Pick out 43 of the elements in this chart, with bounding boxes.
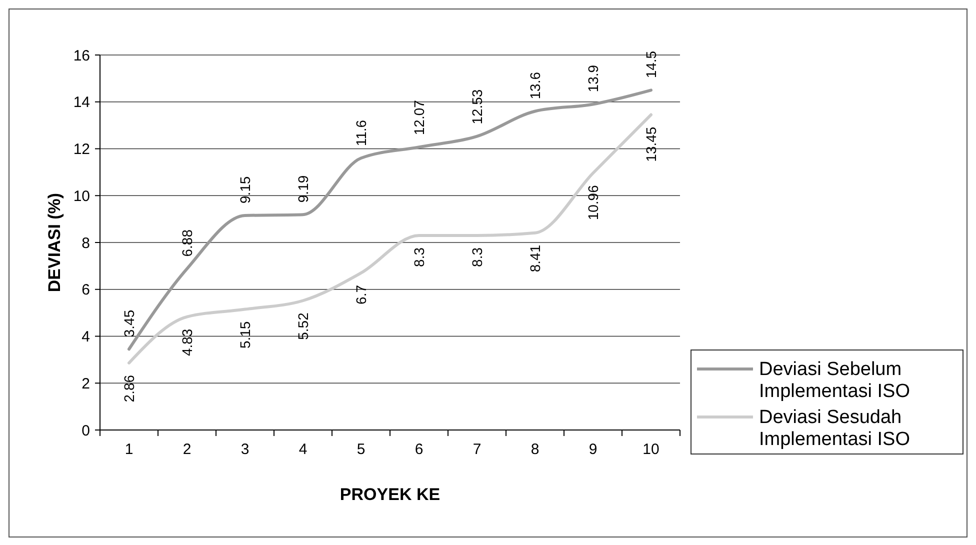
y-axis-title: DEVIASI (%)	[45, 192, 64, 292]
y-tick-label: 2	[82, 375, 90, 392]
x-tick-label: 3	[240, 441, 250, 458]
y-tick-label: 14	[73, 94, 90, 112]
data-label: 12.53	[469, 89, 485, 124]
data-label: 9.19	[295, 175, 311, 203]
data-label: 14.5	[643, 50, 659, 78]
data-label: 11.6	[353, 120, 369, 146]
data-label: 6.7	[353, 284, 369, 304]
y-tick-label: 6	[82, 282, 90, 299]
y-tick-label: 0	[82, 422, 90, 440]
data-label: 8.3	[469, 247, 485, 267]
x-tick-label: 1	[124, 441, 134, 458]
y-tick-label: 8	[82, 234, 90, 252]
data-label: 10.96	[585, 184, 601, 220]
data-label: 13.45	[643, 126, 659, 162]
y-tick-label: 4	[82, 328, 90, 346]
legend-label: Deviasi Sebelum Implementasi ISO	[759, 359, 910, 402]
x-tick-label: 6	[414, 441, 424, 458]
y-tick-label: 16	[73, 47, 90, 64]
x-tick-label: 10	[642, 441, 660, 458]
legend-label: Deviasi Sesudah Implementasi ISO	[759, 407, 910, 450]
data-label: 9.15	[237, 176, 253, 204]
x-tick-label: 8	[530, 441, 540, 458]
data-label: 8.41	[527, 244, 543, 272]
x-tick-label: 9	[588, 441, 598, 458]
data-label: 6.88	[179, 229, 195, 257]
data-label: 12.07	[411, 100, 427, 136]
data-label: 3.45	[121, 310, 137, 338]
data-label: 4.83	[179, 328, 195, 356]
x-tick-label: 5	[356, 441, 366, 458]
data-label: 13.9	[585, 64, 601, 92]
x-tick-label: 7	[472, 441, 482, 458]
data-label: 8.3	[411, 247, 427, 267]
y-tick-label: 12	[73, 141, 90, 158]
data-label: 2.86	[121, 374, 137, 402]
data-label: 13.6	[527, 72, 543, 100]
y-tick-label: 10	[73, 188, 90, 205]
x-tick-label: 4	[298, 441, 308, 458]
data-label: 5.52	[295, 312, 311, 340]
x-axis-title: PROYEK KE	[340, 485, 440, 504]
x-tick-label: 2	[182, 441, 192, 458]
data-label: 5.15	[237, 321, 253, 349]
